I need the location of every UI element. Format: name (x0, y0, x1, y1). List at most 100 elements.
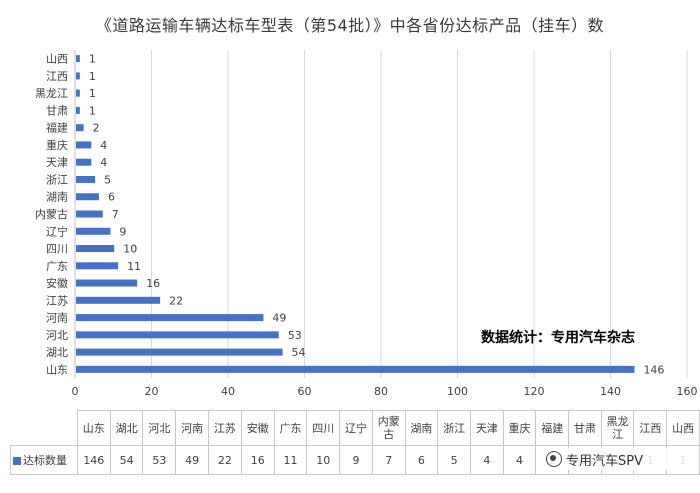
watermark: 专用汽车SPV (546, 448, 696, 470)
table-header-cell: 安徽 (240, 410, 275, 446)
table-value-cell: 4 (469, 445, 504, 475)
bar (76, 89, 80, 97)
data-label: 54 (292, 346, 306, 359)
table-header-cell: 山西 (666, 410, 700, 446)
x-tick-label: 20 (145, 385, 159, 398)
category-label: 辽宁 (46, 224, 68, 238)
table-value-cell: 10 (306, 445, 341, 475)
table-header-cell: 黑龙 江 (600, 410, 635, 446)
data-label: 1 (89, 104, 96, 117)
category-label: 山东 (46, 363, 68, 376)
x-tick-label: 140 (600, 385, 621, 398)
bar (76, 314, 264, 322)
table-header-cell: 甘肃 (568, 410, 602, 446)
table-header-cell: 广东 (273, 410, 308, 446)
data-label: 2 (93, 122, 100, 135)
table-header-cell: 湖北 (109, 410, 144, 446)
table-header-cell: 四川 (306, 410, 341, 446)
category-label: 甘肃 (46, 104, 68, 117)
table-value-cell: 5 (437, 445, 471, 475)
bar (76, 331, 279, 339)
category-label: 福建 (46, 121, 68, 135)
x-tick-label: 40 (221, 385, 235, 398)
category-label: 四川 (46, 243, 68, 256)
table-value-cell: 146 (76, 445, 111, 475)
data-label: 4 (100, 156, 107, 169)
data-label: 6 (108, 191, 115, 204)
chart-title: 《道路运输车辆达标车型表（第54批）》中各省份达标产品（挂车）数 (95, 16, 605, 35)
bar (76, 193, 99, 201)
table-value-cell: 11 (273, 445, 308, 475)
category-label: 重庆 (46, 138, 68, 152)
table-header-cell: 福建 (535, 410, 570, 446)
legend-label: 达标数量 (23, 453, 67, 467)
category-label: 江苏 (46, 294, 68, 307)
wechat-icon (546, 451, 562, 467)
table-value-cell: 22 (208, 445, 242, 475)
data-label: 7 (112, 208, 119, 221)
data-label: 146 (643, 363, 664, 376)
bar (76, 55, 80, 63)
category-label: 黑龙江 (35, 87, 68, 100)
watermark-text: 专用汽车SPV (566, 453, 643, 469)
x-tick-label: 160 (677, 385, 698, 398)
bar (76, 365, 635, 373)
table-legend-cell: 达标数量 (10, 445, 78, 475)
table-header-cell: 江西 (633, 410, 668, 446)
table-value-cell: 4 (502, 445, 537, 475)
data-label: 4 (100, 139, 107, 152)
bar (76, 72, 80, 80)
table-header-cell: 湖南 (404, 410, 439, 446)
table-header-cell: 天津 (469, 410, 504, 446)
data-label: 49 (272, 312, 286, 325)
category-label: 湖北 (46, 346, 68, 359)
table-header-cell: 内蒙 古 (371, 410, 406, 446)
bar (76, 210, 103, 218)
bar (76, 124, 84, 132)
bar (76, 175, 96, 183)
data-label: 1 (89, 70, 96, 83)
table-header-cell: 河南 (175, 410, 210, 446)
table-header-cell: 江苏 (208, 410, 242, 446)
table-corner (10, 410, 78, 446)
table-value-cell: 7 (371, 445, 406, 475)
category-label: 浙江 (46, 173, 68, 186)
category-label: 广东 (46, 260, 68, 273)
category-label: 河北 (46, 329, 68, 342)
category-label: 天津 (46, 156, 68, 169)
legend-swatch (13, 456, 21, 465)
bar (76, 296, 161, 304)
chart-annotation: 数据统计：专用汽车杂志 (481, 329, 635, 346)
table-value-cell: 6 (404, 445, 439, 475)
table-header-row: 山东 湖北 河北 河南 江苏 安徽 广东 四川 辽宁 内蒙 古湖南 浙江 天津 重庆 福建 甘肃 黑龙 江江西… (10, 410, 700, 446)
x-tick-label: 100 (447, 385, 468, 398)
category-label: 湖南 (46, 191, 68, 204)
category-label: 江西 (46, 70, 68, 83)
x-tick-label: 60 (298, 385, 312, 398)
data-label: 53 (288, 329, 302, 342)
data-label: 11 (127, 260, 141, 273)
bar (76, 279, 138, 287)
bar (76, 245, 115, 253)
x-tick-label: 80 (374, 385, 388, 398)
table-value-cell: 49 (175, 445, 210, 475)
data-label: 16 (146, 277, 160, 290)
data-label: 10 (123, 243, 137, 256)
bar (76, 141, 92, 149)
data-label: 1 (89, 87, 96, 100)
bar (76, 262, 119, 270)
data-label: 5 (104, 173, 111, 186)
data-label: 9 (119, 225, 126, 238)
bar (76, 158, 92, 166)
table-header-cell: 河北 (142, 410, 177, 446)
table-value-cell: 9 (339, 445, 373, 475)
category-label: 内蒙古 (35, 207, 68, 221)
category-label: 山西 (46, 53, 68, 66)
table-header-cell: 重庆 (502, 410, 537, 446)
table-header-cell: 山东 (76, 410, 111, 446)
x-tick-label: 0 (72, 385, 79, 398)
bar (76, 227, 111, 235)
category-label: 安徽 (46, 276, 68, 290)
table-value-cell: 54 (109, 445, 144, 475)
